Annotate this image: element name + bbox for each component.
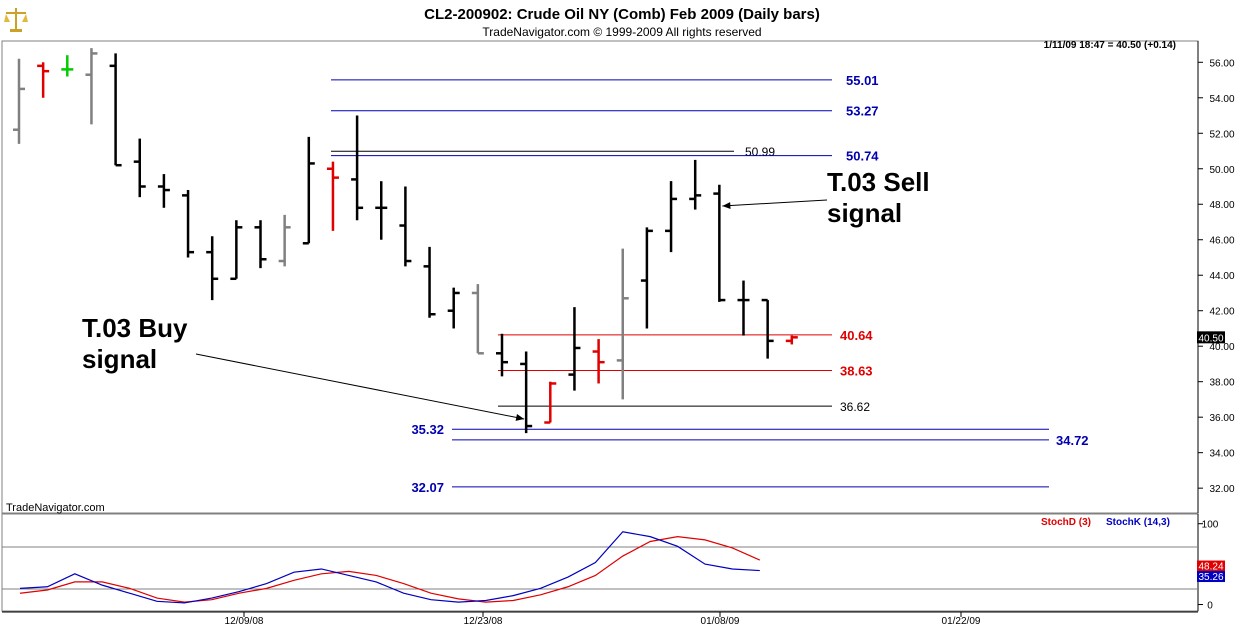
stoch-d-value-label: 48.24 xyxy=(1198,562,1223,573)
ohlc-bar xyxy=(471,284,484,355)
price-tick-label: 54.00 xyxy=(1209,94,1234,105)
annotation-text-line: T.03 Sell xyxy=(827,167,930,197)
main-plot-frame xyxy=(1,40,1199,514)
ohlc-bar xyxy=(785,335,798,345)
price-tick-label: 36.00 xyxy=(1209,413,1234,424)
ohlc-bar xyxy=(496,333,508,377)
stoch-tick-label: 100 xyxy=(1202,520,1219,531)
watermark: TradeNavigator.com xyxy=(6,502,105,514)
ohlc-bar xyxy=(544,381,557,424)
ohlc-bars-layer xyxy=(13,48,798,434)
ohlc-bar xyxy=(13,58,25,144)
annotation-text-line: T.03 Buy xyxy=(82,313,188,343)
level-lines-layer: 55.01 53.27 50.99 50.74 40.64 38.63 36.62 35.32… xyxy=(331,73,1089,495)
stoch-plot-frame xyxy=(1,513,1199,612)
stoch-k-badge xyxy=(1197,571,1225,583)
last-price-label: 40.50 xyxy=(1198,333,1223,344)
ohlc-bar xyxy=(254,220,267,269)
stoch-d-badge xyxy=(1197,560,1225,572)
chart-title: CL2-200902: Crude Oil NY (Comb) Feb 2009… xyxy=(424,6,820,23)
ohlc-bar xyxy=(85,48,98,125)
price-tick-label: 34.00 xyxy=(1209,449,1234,460)
ohlc-bar xyxy=(133,138,146,198)
level-label-38.63: 38.63 xyxy=(840,364,873,379)
stoch-series-line xyxy=(19,536,761,603)
ohlc-bar xyxy=(447,287,460,329)
price-tick-label: 56.00 xyxy=(1209,58,1234,69)
price-tick-label: 46.00 xyxy=(1209,236,1234,247)
ohlc-bar xyxy=(206,236,219,301)
price-tick-label: 50.00 xyxy=(1209,165,1234,176)
ohlc-bar xyxy=(230,220,243,281)
ohlc-bar xyxy=(737,280,750,336)
level-label-50.99: 50.99 xyxy=(745,145,775,159)
ohlc-bar xyxy=(37,62,50,98)
legend-stoch-k: StochK (14,3) xyxy=(1106,517,1170,528)
date-tick-label: 12/09/08 xyxy=(225,616,264,627)
level-label-32.07: 32.07 xyxy=(411,480,444,495)
price-tick-label: 38.00 xyxy=(1209,378,1234,389)
level-label-34.72: 34.72 xyxy=(1056,433,1089,448)
date-tick-label: 01/08/09 xyxy=(701,616,740,627)
price-tick-label: 40.00 xyxy=(1209,342,1234,353)
ohlc-bar xyxy=(61,55,74,77)
price-tick-label: 32.00 xyxy=(1209,484,1234,495)
level-label-40.64: 40.64 xyxy=(840,328,873,343)
ohlc-bar xyxy=(592,339,605,384)
ohlc-bar xyxy=(665,181,678,253)
ohlc-bar xyxy=(520,351,533,434)
legend-stoch-d: StochD (3) xyxy=(1041,517,1091,528)
level-label-50.74: 50.74 xyxy=(846,149,879,164)
stoch-k-value-label: 35.26 xyxy=(1198,572,1223,583)
ohlc-bar xyxy=(640,227,653,329)
level-label-55.01: 55.01 xyxy=(846,73,879,88)
chart-subtitle: TradeNavigator.com © 1999-2009 All right… xyxy=(482,25,761,39)
ohlc-bar xyxy=(399,186,412,267)
price-tick-label: 44.00 xyxy=(1209,271,1234,282)
level-label-35.32: 35.32 xyxy=(411,422,444,437)
annotation-arrow-head xyxy=(722,202,731,210)
ohlc-bar xyxy=(616,248,629,400)
price-axis-ticks: 56.00 54.00 52.00 50.00 48.00 46.00 44.00 42.00… xyxy=(1197,58,1235,495)
timestamp-readout: 1/11/09 18:47 = 40.50 (+0.14) xyxy=(1044,40,1176,51)
ohlc-bar xyxy=(713,184,726,302)
date-axis-ticks: 12/09/08 12/23/08 01/08/09 01/22/09 xyxy=(225,612,981,627)
ohlc-bar xyxy=(375,181,388,240)
price-tick-label: 48.00 xyxy=(1209,200,1234,211)
annotation-text-line: signal xyxy=(827,198,902,228)
ohlc-bar xyxy=(109,53,122,167)
ohlc-bar xyxy=(278,214,291,267)
ohlc-bar xyxy=(423,246,436,318)
date-tick-label: 01/22/09 xyxy=(942,616,981,627)
ohlc-bar xyxy=(326,161,339,231)
date-tick-label: 12/23/08 xyxy=(464,616,503,627)
ohlc-bar xyxy=(302,136,315,245)
ohlc-bar xyxy=(761,298,774,359)
ohlc-bar xyxy=(182,190,195,258)
annotation-arrow-line xyxy=(195,353,525,420)
stoch-tick-label: 0 xyxy=(1207,601,1213,612)
annotation-text-line: signal xyxy=(82,344,157,374)
ohlc-bar xyxy=(157,174,170,208)
ohlc-bar xyxy=(568,307,581,391)
stoch-series-line xyxy=(19,531,760,604)
level-label-53.27: 53.27 xyxy=(846,104,879,119)
level-label-36.62: 36.62 xyxy=(840,400,870,414)
last-price-badge xyxy=(1197,331,1225,344)
price-tick-label: 42.00 xyxy=(1209,307,1234,318)
annotation-arrow-head xyxy=(515,413,525,421)
ohlc-bar xyxy=(351,115,364,221)
balance-scale-icon xyxy=(4,8,28,32)
annotation-arrow-line xyxy=(722,199,828,207)
ohlc-bar xyxy=(689,159,702,210)
price-tick-label: 52.00 xyxy=(1209,129,1234,140)
